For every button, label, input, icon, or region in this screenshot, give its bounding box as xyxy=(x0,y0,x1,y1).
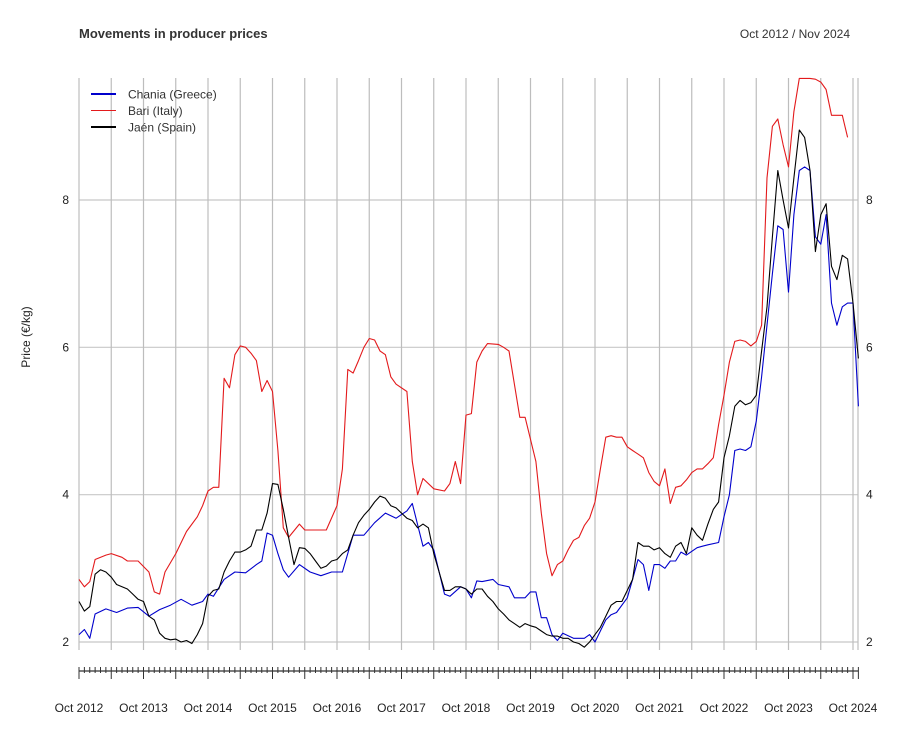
x-tick-label: Oct 2017 xyxy=(377,701,426,715)
y-tick-label-right: 8 xyxy=(866,193,873,207)
x-tick-label: Oct 2018 xyxy=(442,701,491,715)
x-tick-label: Oct 2020 xyxy=(571,701,620,715)
legend-label: Bari (Italy) xyxy=(128,104,183,118)
x-tick-label: Oct 2019 xyxy=(506,701,555,715)
series-line-chania-greece xyxy=(78,166,859,643)
date-range: Oct 2012 / Nov 2024 xyxy=(739,27,850,41)
chart-title: Movements in producer prices xyxy=(79,26,268,41)
x-tick-label: Oct 2024 xyxy=(829,701,878,715)
x-tick-label: Oct 2016 xyxy=(313,701,362,715)
y-tick-label-right: 4 xyxy=(866,488,873,502)
legend-label: Chania (Greece) xyxy=(128,88,217,102)
legend-label: Jaén (Spain) xyxy=(128,121,196,135)
x-tick-label: Oct 2013 xyxy=(119,701,168,715)
y-tick-label-right: 6 xyxy=(866,340,873,354)
y-tick-label-left: 8 xyxy=(62,193,69,207)
y-tick-label-left: 6 xyxy=(62,340,69,354)
series-line-bari-italy xyxy=(78,77,849,595)
x-tick-label: Oct 2022 xyxy=(700,701,749,715)
x-tick-label: Oct 2021 xyxy=(635,701,684,715)
y-tick-label-left: 4 xyxy=(62,488,69,502)
x-tick-label: Oct 2012 xyxy=(55,701,104,715)
y-tick-label-right: 2 xyxy=(866,635,873,649)
x-tick-label: Oct 2014 xyxy=(184,701,233,715)
y-tick-label-left: 2 xyxy=(62,635,69,649)
x-tick-label: Oct 2015 xyxy=(248,701,297,715)
x-tick-label: Oct 2023 xyxy=(764,701,813,715)
series-line-ja-n-spain xyxy=(78,129,859,648)
